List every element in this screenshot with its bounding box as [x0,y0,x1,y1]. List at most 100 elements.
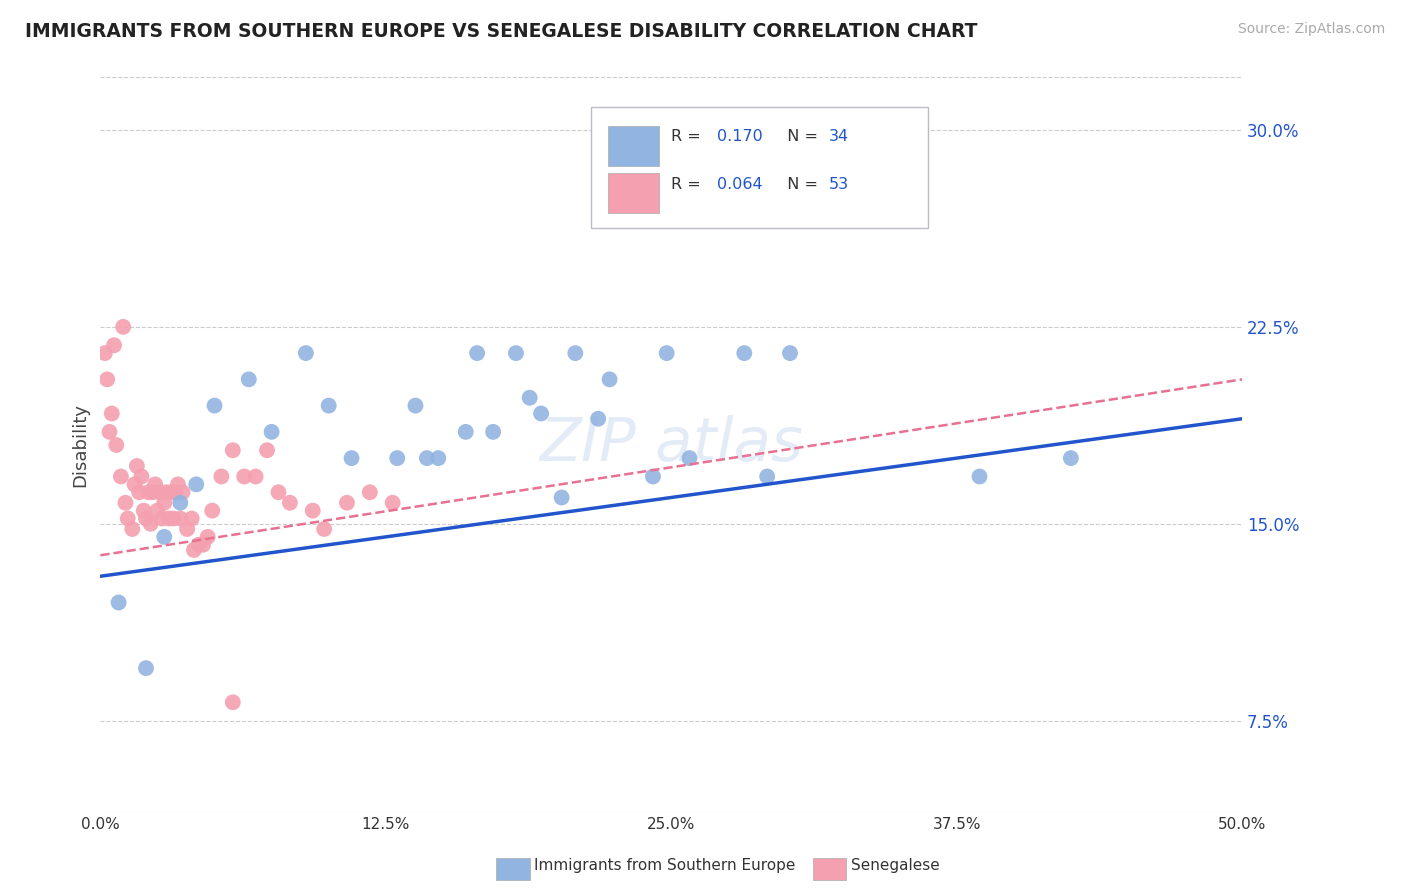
Point [100,407,122,421]
Point [146,503,169,517]
Point [530,407,553,421]
Point [678,451,700,466]
Point [359,485,381,500]
Point [121,522,143,536]
Point [150,511,173,525]
Point [187,538,209,552]
Point [167,477,190,491]
Point [278,496,301,510]
FancyBboxPatch shape [609,173,658,212]
Point [482,425,505,439]
Text: Immigrants from Southern Europe: Immigrants from Southern Europe [534,858,796,872]
Point [260,425,283,439]
Point [112,319,135,334]
Point [135,661,157,675]
Text: 0.064: 0.064 [717,177,762,192]
Point [238,372,260,386]
Point [340,451,363,466]
Point [648,136,671,150]
Point [427,451,450,466]
Text: IMMIGRANTS FROM SOUTHERN EUROPE VS SENEGALESE DISABILITY CORRELATION CHART: IMMIGRANTS FROM SOUTHERN EUROPE VS SENEG… [25,22,977,41]
Point [454,425,477,439]
Point [96,372,118,386]
Point [94,346,117,360]
Y-axis label: Disability: Disability [72,403,89,487]
Point [387,451,409,466]
Point [136,485,159,500]
Text: N =: N = [778,177,824,192]
Point [405,399,427,413]
Point [153,496,176,510]
Point [149,485,172,500]
Point [107,595,129,609]
Point [180,511,202,525]
Point [381,496,404,510]
Point [256,443,278,458]
Point [183,543,205,558]
Point [201,503,224,517]
Text: 0.170: 0.170 [717,129,762,144]
Text: ZIP atlas: ZIP atlas [540,416,803,475]
Point [98,425,121,439]
Point [132,503,155,517]
Text: N =: N = [778,129,824,144]
Point [169,511,191,525]
Point [105,438,128,452]
Point [318,399,340,413]
Point [519,391,541,405]
Point [222,443,245,458]
Point [103,338,125,352]
Point [222,695,245,709]
Point [564,346,586,360]
Text: Source: ZipAtlas.com: Source: ZipAtlas.com [1237,22,1385,37]
Point [586,411,609,425]
Point [756,469,779,483]
Point [599,372,621,386]
Point [186,477,208,491]
Point [110,469,132,483]
Point [172,485,194,500]
Point [295,346,318,360]
Point [162,511,184,525]
Point [779,346,801,360]
Point [135,511,157,525]
FancyBboxPatch shape [609,126,658,166]
Point [505,346,527,360]
Point [465,346,488,360]
Point [301,503,323,517]
Point [155,485,177,500]
Point [233,469,256,483]
Point [139,516,162,531]
Point [209,469,232,483]
FancyBboxPatch shape [592,107,928,228]
Point [641,469,664,483]
Point [191,538,214,552]
Point [655,346,678,360]
Point [117,511,139,525]
Point [157,511,180,525]
Text: 34: 34 [828,129,849,144]
Point [165,485,187,500]
Point [245,469,267,483]
Text: R =: R = [671,129,706,144]
Point [142,485,165,500]
Point [128,485,150,500]
Point [336,496,359,510]
Point [733,346,755,360]
Point [153,530,176,544]
Point [124,477,146,491]
Point [114,496,136,510]
Point [204,399,226,413]
Point [143,477,166,491]
Point [314,522,336,536]
Text: 53: 53 [828,177,849,192]
Point [197,530,219,544]
Text: Senegalese: Senegalese [851,858,939,872]
Point [267,485,290,500]
Text: R =: R = [671,177,706,192]
Point [131,469,153,483]
Point [125,458,148,473]
Point [416,451,439,466]
Point [176,522,198,536]
Point [1060,451,1083,466]
